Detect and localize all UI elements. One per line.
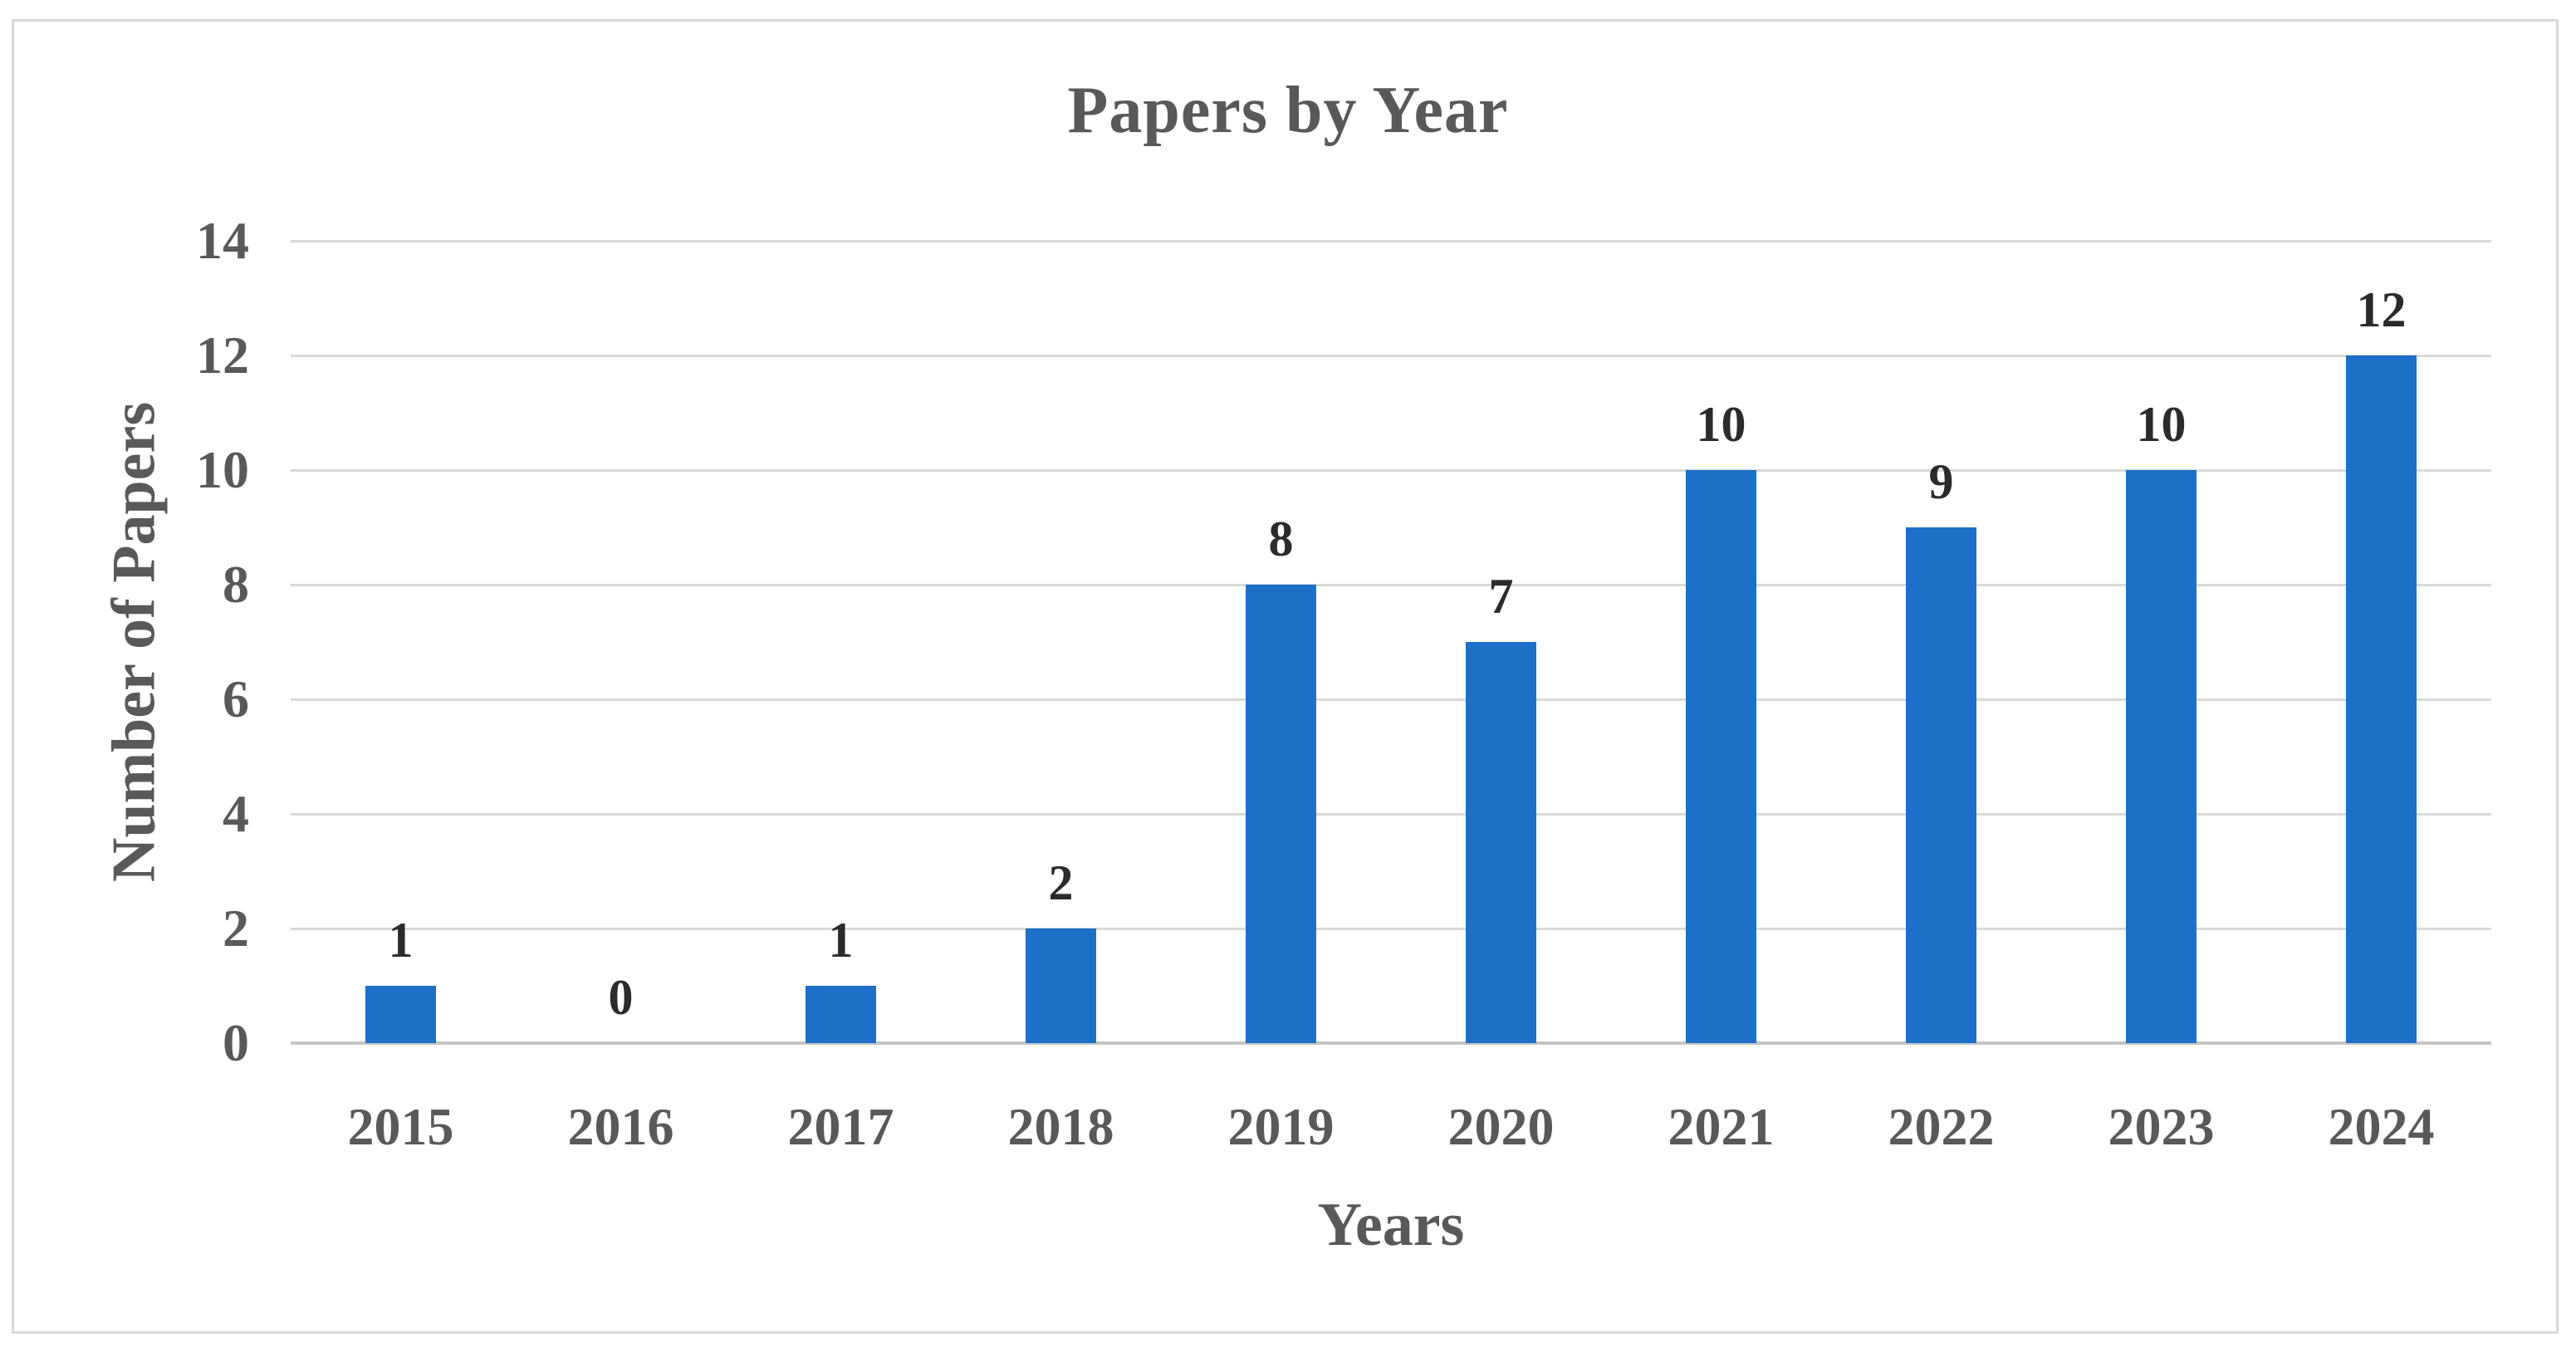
gridline-y-6 xyxy=(291,698,2491,701)
x-axis-title: Years xyxy=(1317,1191,1465,1259)
y-tick-label-14: 14 xyxy=(196,211,249,270)
gridline-y-10 xyxy=(291,469,2491,472)
gridline-y-12 xyxy=(291,355,2491,357)
y-tick-label-4: 4 xyxy=(223,784,249,843)
x-tick-label-2023: 2023 xyxy=(2108,1097,2215,1156)
bar-value-label-2024: 12 xyxy=(2356,282,2407,337)
bar-2015 xyxy=(365,986,436,1043)
x-tick-label-2022: 2022 xyxy=(1888,1097,1995,1156)
y-tick-label-2: 2 xyxy=(223,899,249,958)
bar-value-label-2018: 2 xyxy=(1048,855,1074,910)
bar-value-label-2016: 0 xyxy=(608,970,634,1025)
x-tick-label-2018: 2018 xyxy=(1007,1097,1114,1156)
bar-2021 xyxy=(1686,470,1756,1043)
chart-title: Papers by Year xyxy=(1067,74,1509,147)
y-tick-label-8: 8 xyxy=(223,555,249,614)
bar-2020 xyxy=(1466,642,1536,1043)
x-tick-label-2020: 2020 xyxy=(1447,1097,1555,1156)
x-tick-label-2015: 2015 xyxy=(347,1097,454,1156)
bar-value-label-2019: 8 xyxy=(1268,512,1294,566)
gridline-y-2 xyxy=(291,928,2491,930)
gridline-y-14 xyxy=(291,240,2491,243)
gridline-y-8 xyxy=(291,584,2491,586)
bar-2022 xyxy=(1906,527,1976,1043)
gridline-y-4 xyxy=(291,813,2491,816)
bar-value-label-2020: 7 xyxy=(1488,569,1514,624)
x-tick-label-2016: 2016 xyxy=(567,1097,674,1156)
x-tick-label-2024: 2024 xyxy=(2328,1097,2435,1156)
y-tick-label-12: 12 xyxy=(196,326,249,385)
bar-value-label-2022: 9 xyxy=(1928,454,1954,509)
bar-value-label-2017: 1 xyxy=(828,913,854,968)
bar-2024 xyxy=(2346,355,2417,1043)
bar-2018 xyxy=(1026,928,1096,1043)
y-tick-label-10: 10 xyxy=(196,440,249,499)
x-axis-line xyxy=(291,1041,2491,1045)
x-tick-label-2019: 2019 xyxy=(1227,1097,1335,1156)
y-tick-label-0: 0 xyxy=(223,1013,249,1072)
bar-2017 xyxy=(806,986,876,1043)
bar-2019 xyxy=(1246,585,1316,1043)
x-tick-label-2017: 2017 xyxy=(787,1097,894,1156)
x-tick-label-2021: 2021 xyxy=(1668,1097,1775,1156)
y-tick-label-6: 6 xyxy=(223,669,249,728)
bar-value-label-2023: 10 xyxy=(2136,397,2187,452)
bar-value-label-2015: 1 xyxy=(388,913,414,968)
bar-value-label-2021: 10 xyxy=(1696,397,1746,452)
bar-2023 xyxy=(2126,470,2196,1043)
